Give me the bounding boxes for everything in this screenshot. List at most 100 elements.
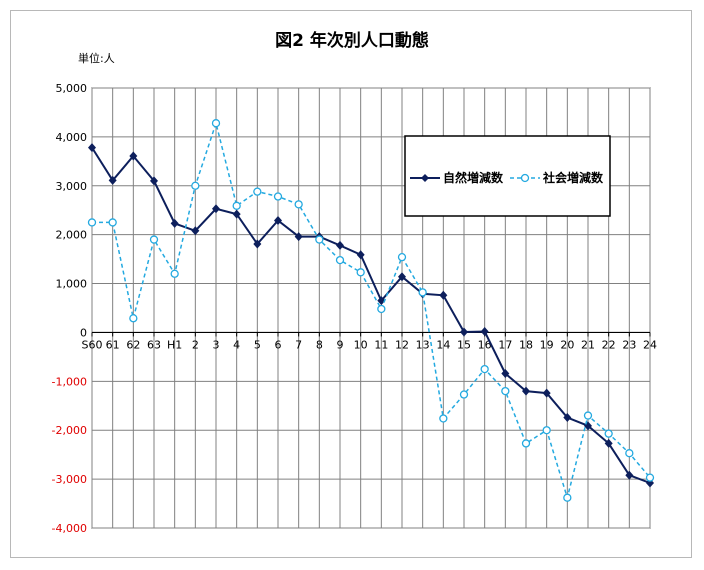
x-tick-label: 20 xyxy=(560,338,574,351)
series-line-social xyxy=(92,120,651,501)
x-tick-label: 17 xyxy=(498,338,512,351)
natural-data-point xyxy=(563,413,572,423)
social-data-point xyxy=(439,414,448,423)
x-tick-label: S60 xyxy=(82,338,103,351)
x-tick-label: 11 xyxy=(374,338,388,351)
y-tick-label: -4,000 xyxy=(52,522,87,535)
y-tick-label: 5,000 xyxy=(56,82,88,95)
social-data-point xyxy=(232,201,241,210)
y-tick-label: 3,000 xyxy=(56,180,88,193)
x-tick-label: 6 xyxy=(275,338,282,351)
x-tick-label: 62 xyxy=(126,338,140,351)
x-tick-label: 14 xyxy=(436,338,450,351)
y-tick-label: 2,000 xyxy=(56,229,88,242)
natural-data-point xyxy=(604,438,613,448)
social-data-point xyxy=(253,187,262,196)
x-tick-label: 22 xyxy=(602,338,616,351)
natural-data-point xyxy=(522,386,530,396)
x-tick-label: H1 xyxy=(167,338,182,351)
legend: 自然増減数 社会増減数 xyxy=(404,135,611,217)
legend-box xyxy=(404,135,611,217)
y-tick-label: 0 xyxy=(80,326,87,339)
social-data-point xyxy=(129,314,138,323)
natural-data-point xyxy=(212,204,220,214)
social-data-point xyxy=(397,253,407,262)
social-data-point xyxy=(377,304,386,314)
x-tick-label: 18 xyxy=(519,338,533,351)
social-data-point xyxy=(294,200,303,209)
series-layer xyxy=(87,119,655,502)
chart-title: 図2 年次別人口動態 xyxy=(275,30,429,51)
social-data-point xyxy=(418,288,427,297)
natural-data-point xyxy=(294,232,303,242)
y-tick-label: -3,000 xyxy=(52,473,87,486)
natural-data-point xyxy=(129,151,138,161)
social-data-point xyxy=(108,218,117,227)
social-data-point xyxy=(480,364,489,374)
x-tick-label: 16 xyxy=(478,338,492,351)
natural-data-point xyxy=(170,218,179,228)
social-data-point xyxy=(501,386,510,396)
x-tick-label: 12 xyxy=(395,338,409,351)
x-tick-label: 9 xyxy=(337,338,344,351)
x-tick-label: 19 xyxy=(540,338,554,351)
legend-natural-label: 自然増減数 xyxy=(443,170,504,185)
social-data-point xyxy=(542,426,551,435)
natural-data-point xyxy=(625,470,634,480)
x-tick-label: 13 xyxy=(416,338,430,351)
social-data-point xyxy=(625,449,634,458)
unit-label: 単位:人 xyxy=(78,51,115,65)
social-data-point xyxy=(315,235,324,244)
social-data-point xyxy=(521,439,531,448)
social-data-point xyxy=(459,390,469,399)
natural-data-point xyxy=(191,226,200,236)
social-data-point xyxy=(583,411,593,420)
natural-data-point xyxy=(88,143,96,153)
social-data-point xyxy=(170,269,179,278)
natural-data-point xyxy=(108,175,117,185)
x-tick-label: 4 xyxy=(233,338,240,351)
y-tick-label: 4,000 xyxy=(56,131,88,144)
x-tick-label: 3 xyxy=(213,338,220,351)
natural-data-point xyxy=(336,240,344,250)
legend-natural-marker xyxy=(421,174,429,182)
social-data-point xyxy=(356,268,365,277)
x-tick-label: 21 xyxy=(581,338,595,351)
x-tick-label: 5 xyxy=(254,338,261,351)
natural-data-point xyxy=(253,239,262,249)
natural-data-point xyxy=(398,272,406,282)
x-tick-label: 61 xyxy=(106,338,120,351)
social-data-point xyxy=(604,429,613,438)
x-tick-label: 8 xyxy=(316,338,323,351)
legend-social-label: 社会増減数 xyxy=(542,170,604,185)
social-data-point xyxy=(273,192,283,201)
social-data-point xyxy=(211,119,221,128)
x-tick-label: 15 xyxy=(457,338,471,351)
natural-data-point xyxy=(460,327,468,337)
natural-data-point xyxy=(480,326,489,336)
social-data-point xyxy=(87,218,97,227)
y-tick-label: -1,000 xyxy=(52,375,87,388)
natural-data-point xyxy=(542,388,551,398)
social-data-point xyxy=(149,235,159,244)
x-tick-label: 10 xyxy=(354,338,368,351)
social-data-point xyxy=(191,181,200,190)
natural-data-point xyxy=(501,369,510,379)
natural-data-point xyxy=(232,209,241,219)
natural-data-point xyxy=(150,176,158,186)
y-tick-label: -2,000 xyxy=(52,424,87,437)
social-data-point xyxy=(645,473,655,482)
x-tick-label: 63 xyxy=(147,338,161,351)
natural-data-point xyxy=(439,290,448,300)
social-data-point xyxy=(335,255,345,265)
x-tick-label: 23 xyxy=(622,338,636,351)
social-data-point xyxy=(563,493,572,502)
x-tick-label: 7 xyxy=(295,338,302,351)
natural-data-point xyxy=(377,296,386,306)
y-tick-label: 1,000 xyxy=(56,278,88,291)
x-tick-label: 24 xyxy=(643,338,657,351)
natural-data-point xyxy=(356,250,365,260)
legend-social-marker xyxy=(520,173,530,183)
x-tick-label: 2 xyxy=(192,338,199,351)
